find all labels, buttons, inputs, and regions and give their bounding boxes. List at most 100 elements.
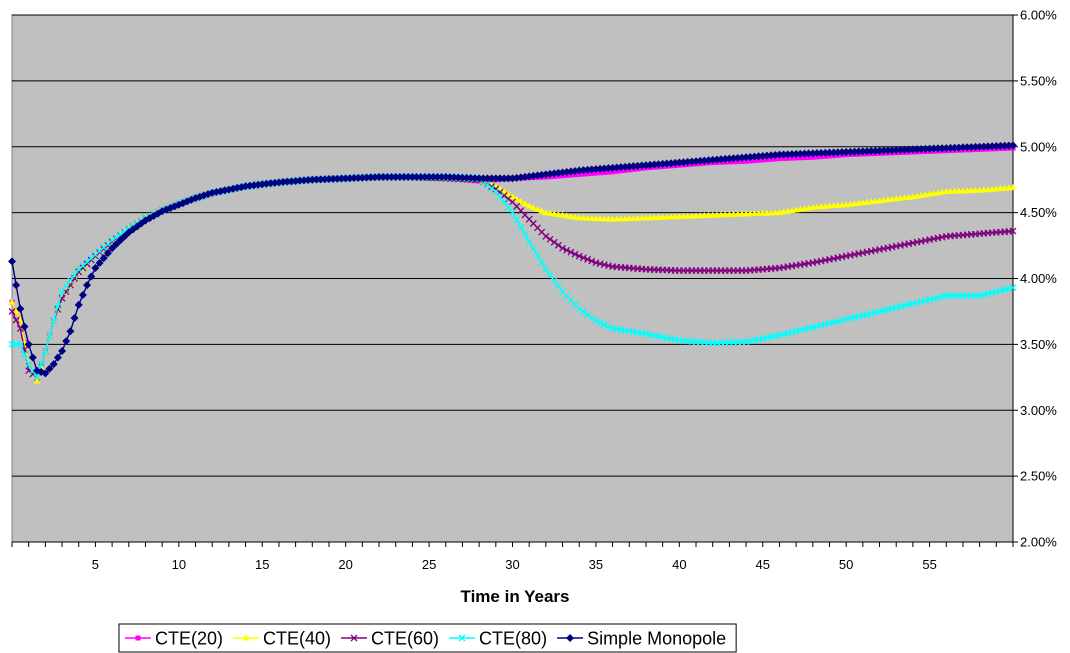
data-point xyxy=(37,360,45,368)
data-point xyxy=(429,173,438,182)
data-point xyxy=(779,150,788,159)
data-point xyxy=(20,322,29,331)
data-point xyxy=(554,241,562,249)
data-point xyxy=(445,173,454,182)
x-tick-label: 55 xyxy=(922,557,936,572)
x-tick-label: 45 xyxy=(756,557,770,572)
data-point xyxy=(500,198,508,206)
data-point xyxy=(108,244,117,253)
data-point xyxy=(462,173,471,182)
data-point xyxy=(66,277,74,284)
data-point xyxy=(546,209,554,216)
data-point xyxy=(483,174,492,183)
data-point xyxy=(812,149,821,158)
legend-marker xyxy=(135,635,141,641)
data-point xyxy=(833,148,842,157)
data-point xyxy=(71,271,79,279)
data-point xyxy=(938,144,947,153)
data-point xyxy=(513,216,521,224)
data-point xyxy=(925,144,934,153)
data-point xyxy=(99,254,108,263)
data-point xyxy=(796,149,805,158)
data-point xyxy=(842,148,851,157)
data-point xyxy=(509,193,516,200)
data-point xyxy=(408,173,417,182)
y-tick-label: 4.50% xyxy=(1020,205,1057,220)
data-point xyxy=(16,304,25,313)
data-point xyxy=(370,173,379,182)
data-point xyxy=(345,174,354,183)
legend-label: Simple Monopole xyxy=(587,629,726,649)
data-point xyxy=(1000,141,1009,150)
data-point xyxy=(913,145,922,154)
data-point xyxy=(792,149,801,158)
data-point xyxy=(584,255,592,263)
data-point xyxy=(108,236,116,244)
data-point xyxy=(525,202,533,209)
data-point xyxy=(375,173,384,182)
data-point xyxy=(91,263,100,272)
data-point xyxy=(542,232,550,240)
data-point xyxy=(504,190,512,197)
data-point xyxy=(420,173,429,182)
data-point xyxy=(433,173,442,182)
data-point xyxy=(437,173,446,182)
data-point xyxy=(308,175,317,184)
data-point xyxy=(78,290,87,299)
data-point xyxy=(942,144,951,153)
data-point xyxy=(354,173,363,182)
data-point xyxy=(320,175,329,184)
data-point xyxy=(800,149,809,158)
data-point xyxy=(495,174,504,183)
data-point xyxy=(550,210,558,217)
data-point xyxy=(871,146,880,155)
y-tick-label: 2.50% xyxy=(1020,469,1057,484)
legend-label: CTE(60) xyxy=(371,629,439,649)
data-point xyxy=(829,148,838,157)
data-point xyxy=(70,314,79,323)
x-tick-label: 25 xyxy=(422,557,436,572)
data-point xyxy=(28,353,37,362)
data-point xyxy=(983,142,992,151)
data-point xyxy=(525,238,533,246)
x-tick-label: 5 xyxy=(92,557,99,572)
data-point xyxy=(521,230,529,238)
x-tick-label: 40 xyxy=(672,557,686,572)
data-point xyxy=(967,143,976,152)
data-point xyxy=(45,364,54,373)
x-tick-label: 10 xyxy=(172,557,186,572)
data-point xyxy=(41,369,50,378)
data-point xyxy=(454,173,463,182)
data-point xyxy=(62,282,70,290)
data-point xyxy=(12,307,20,314)
data-point xyxy=(517,223,525,231)
data-point xyxy=(584,311,592,319)
data-point xyxy=(863,147,872,156)
data-point xyxy=(24,340,33,349)
data-point xyxy=(466,174,475,183)
data-point xyxy=(900,145,909,154)
legend-item: CTE(40) xyxy=(233,629,331,649)
y-tick-label: 5.50% xyxy=(1020,73,1057,88)
data-point xyxy=(858,147,867,156)
y-tick-label: 6.00% xyxy=(1020,8,1057,23)
legend-item: CTE(60) xyxy=(341,629,439,649)
data-point xyxy=(379,173,388,182)
data-point xyxy=(554,211,562,218)
data-point xyxy=(996,141,1005,150)
data-point xyxy=(854,147,863,156)
data-point xyxy=(383,173,392,182)
data-point xyxy=(542,265,550,273)
data-point xyxy=(58,346,67,355)
data-point xyxy=(66,327,75,336)
data-point xyxy=(1009,141,1017,150)
data-point xyxy=(563,212,571,219)
data-point xyxy=(391,173,400,182)
data-point xyxy=(867,147,876,156)
data-point xyxy=(21,350,28,358)
data-point xyxy=(120,232,129,241)
y-tick-label: 5.00% xyxy=(1020,139,1057,154)
data-point xyxy=(879,146,888,155)
data-point xyxy=(958,143,967,152)
data-point xyxy=(888,146,897,155)
